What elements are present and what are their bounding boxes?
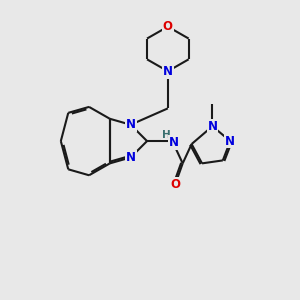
Text: N: N: [169, 136, 179, 149]
Text: H: H: [162, 130, 171, 140]
Text: O: O: [170, 178, 180, 191]
Text: N: N: [126, 118, 136, 131]
Text: N: N: [207, 120, 218, 133]
Text: N: N: [225, 135, 235, 148]
Text: N: N: [163, 65, 173, 78]
Text: O: O: [163, 20, 173, 33]
Text: N: N: [126, 151, 136, 164]
